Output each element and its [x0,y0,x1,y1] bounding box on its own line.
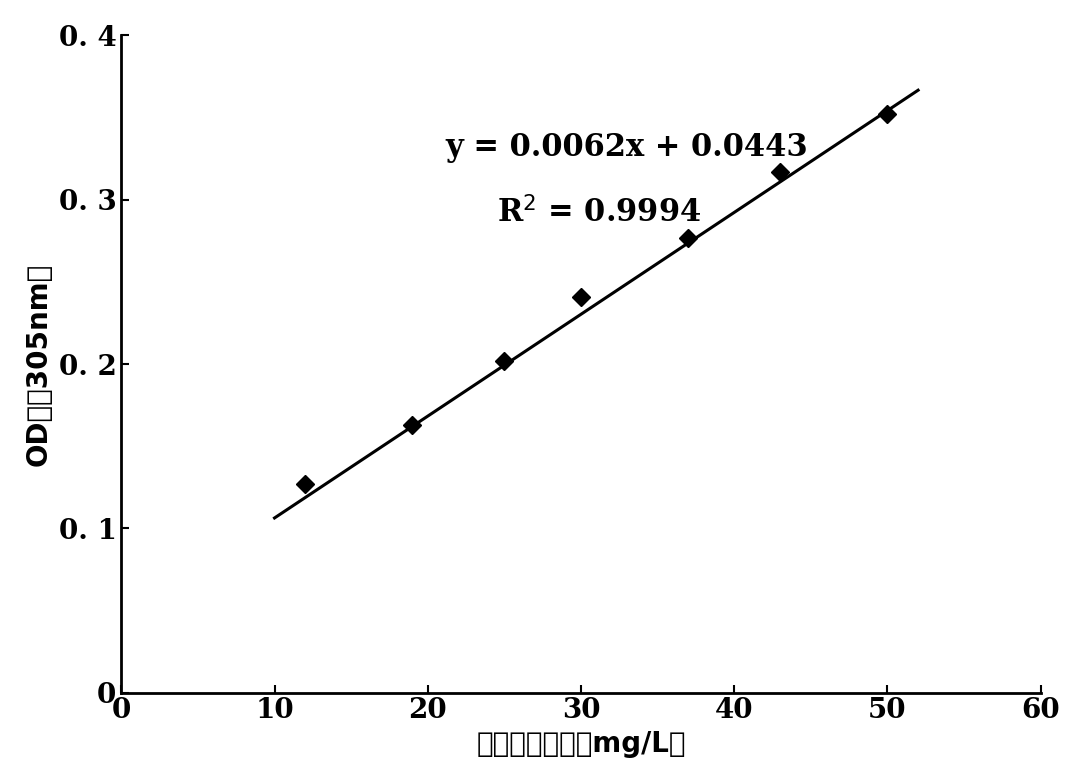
X-axis label: 谷胱甘肽浓度（mg/L）: 谷胱甘肽浓度（mg/L） [476,730,686,758]
Text: R$^2$ = 0.9994: R$^2$ = 0.9994 [497,197,702,229]
Text: y = 0.0062x + 0.0443: y = 0.0062x + 0.0443 [446,132,808,163]
Y-axis label: OD値（305nm）: OD値（305nm） [25,262,53,466]
